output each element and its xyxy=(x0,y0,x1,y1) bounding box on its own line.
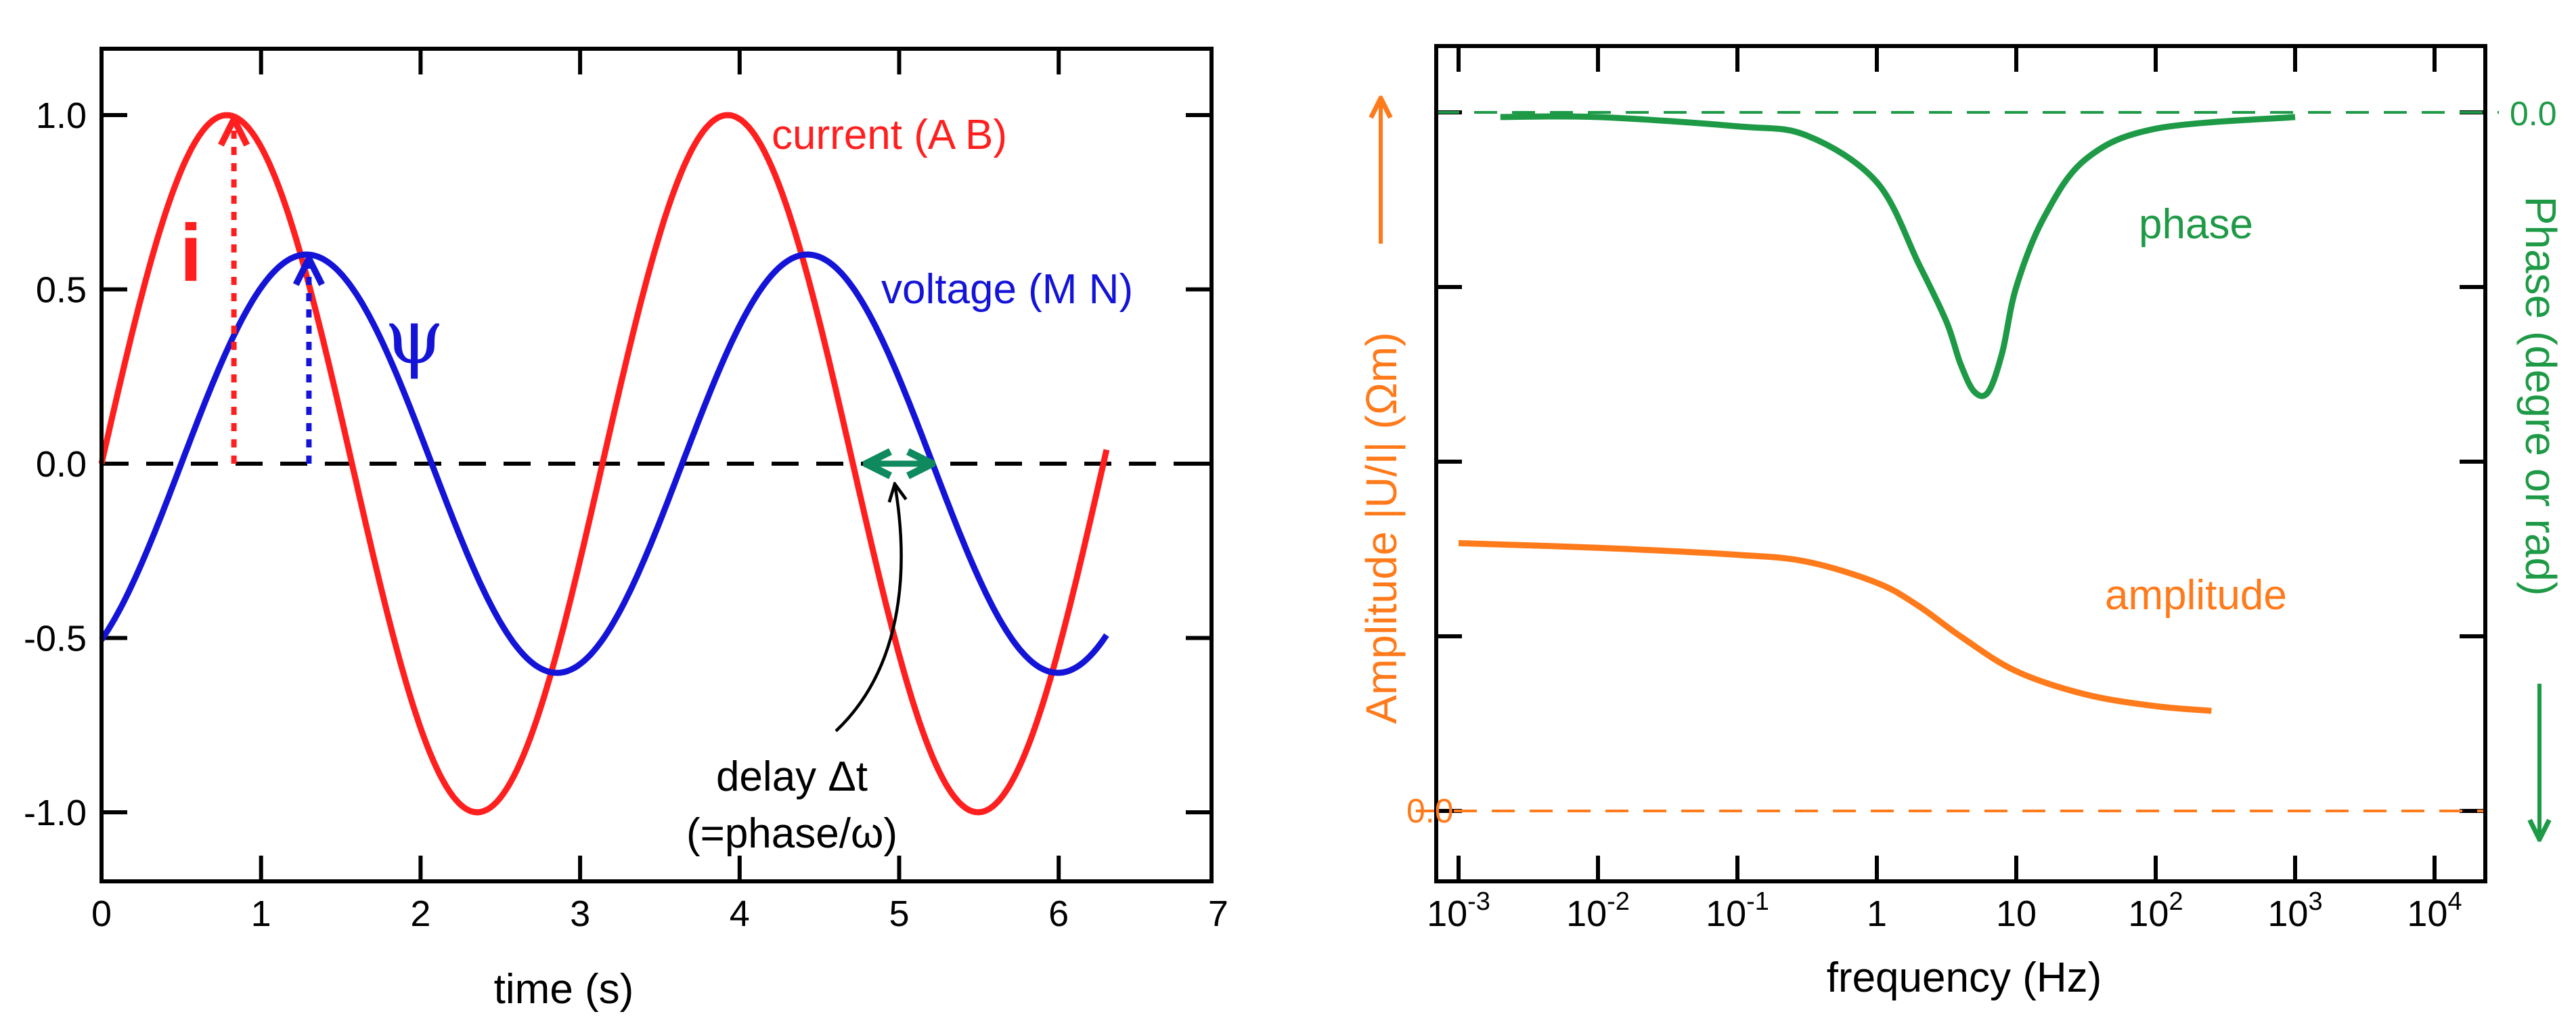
right-x-tick-label: 102 xyxy=(2128,887,2183,934)
delay-pointer-arrow xyxy=(835,484,901,732)
left-y-tick-label: 0.5 xyxy=(36,270,87,311)
current-series-label: current (A B) xyxy=(772,112,1007,158)
left-x-tick-label: 0 xyxy=(91,894,112,934)
phase-series-label: phase xyxy=(2139,201,2253,248)
right-x-axis-title: frequency (Hz) xyxy=(1827,954,2102,1001)
phase-axis-title: Phase (degre or rad) xyxy=(2516,196,2565,596)
frequency-response-chart: 10-3 10-2 10-1 1 10 102 103 104 phase amplitude… xyxy=(1357,44,2565,1001)
delay-formula-label: (=phase/ω) xyxy=(686,810,897,857)
left-y-tick-label: 0.0 xyxy=(36,444,87,485)
right-x-tick-label: 10-3 xyxy=(1427,887,1490,934)
phase-series-line xyxy=(1500,113,2296,399)
right-x-tick-label: 10 xyxy=(1996,894,2037,934)
voltage-series-label: voltage (M N) xyxy=(881,266,1133,313)
left-x-tick-label: 7 xyxy=(1208,894,1228,934)
psi-label: ψ xyxy=(384,293,444,381)
left-y-tick-label: 1.0 xyxy=(36,95,87,136)
right-x-tick-label: 1 xyxy=(1867,894,1887,934)
amplitude-series-line xyxy=(1458,539,2212,714)
left-x-tick-label: 3 xyxy=(570,894,590,934)
left-y-tick-label: -0.5 xyxy=(24,619,87,659)
right-plot-frame xyxy=(1434,44,2487,883)
amplitude-zero-label: 0.0 xyxy=(1406,792,1454,830)
right-x-tick-label: 10-1 xyxy=(1706,887,1769,934)
left-plot-frame xyxy=(99,47,1214,883)
current-series-line xyxy=(98,112,1110,816)
right-x-tick-label: 103 xyxy=(2267,887,2322,934)
time-series-chart: 0 1 2 3 4 5 6 7 1.0 0.5 0.0 -0.5 -1.0 i ψ current (A… xyxy=(24,47,1228,1013)
left-x-tick-label: 1 xyxy=(251,894,271,934)
left-x-tick-label: 4 xyxy=(730,894,750,934)
voltage-series-line xyxy=(99,251,1109,676)
left-x-tick-label: 6 xyxy=(1048,894,1069,934)
left-x-axis-title: time (s) xyxy=(494,966,634,1013)
i-label: i xyxy=(179,208,202,299)
left-x-tick-label: 2 xyxy=(410,894,430,934)
phase-zero-label: 0.0 xyxy=(2510,95,2557,133)
left-x-tick-label: 5 xyxy=(889,894,909,934)
right-axis-ticks: 10-3 10-2 10-1 1 10 102 103 104 xyxy=(1427,46,2485,934)
left-y-tick-label: -1.0 xyxy=(24,793,87,833)
right-x-tick-label: 104 xyxy=(2407,887,2462,934)
amplitude-series-label: amplitude xyxy=(2105,572,2287,619)
right-y-axis-title: Amplitude |U/I| (Ωm) xyxy=(1357,332,1406,724)
left-axis-ticks: 0 1 2 3 4 5 6 7 1.0 0.5 0.0 -0.5 -1.0 xyxy=(24,49,1228,934)
right-x-tick-label: 10-2 xyxy=(1566,887,1630,934)
delay-label: delay Δt xyxy=(716,753,868,800)
